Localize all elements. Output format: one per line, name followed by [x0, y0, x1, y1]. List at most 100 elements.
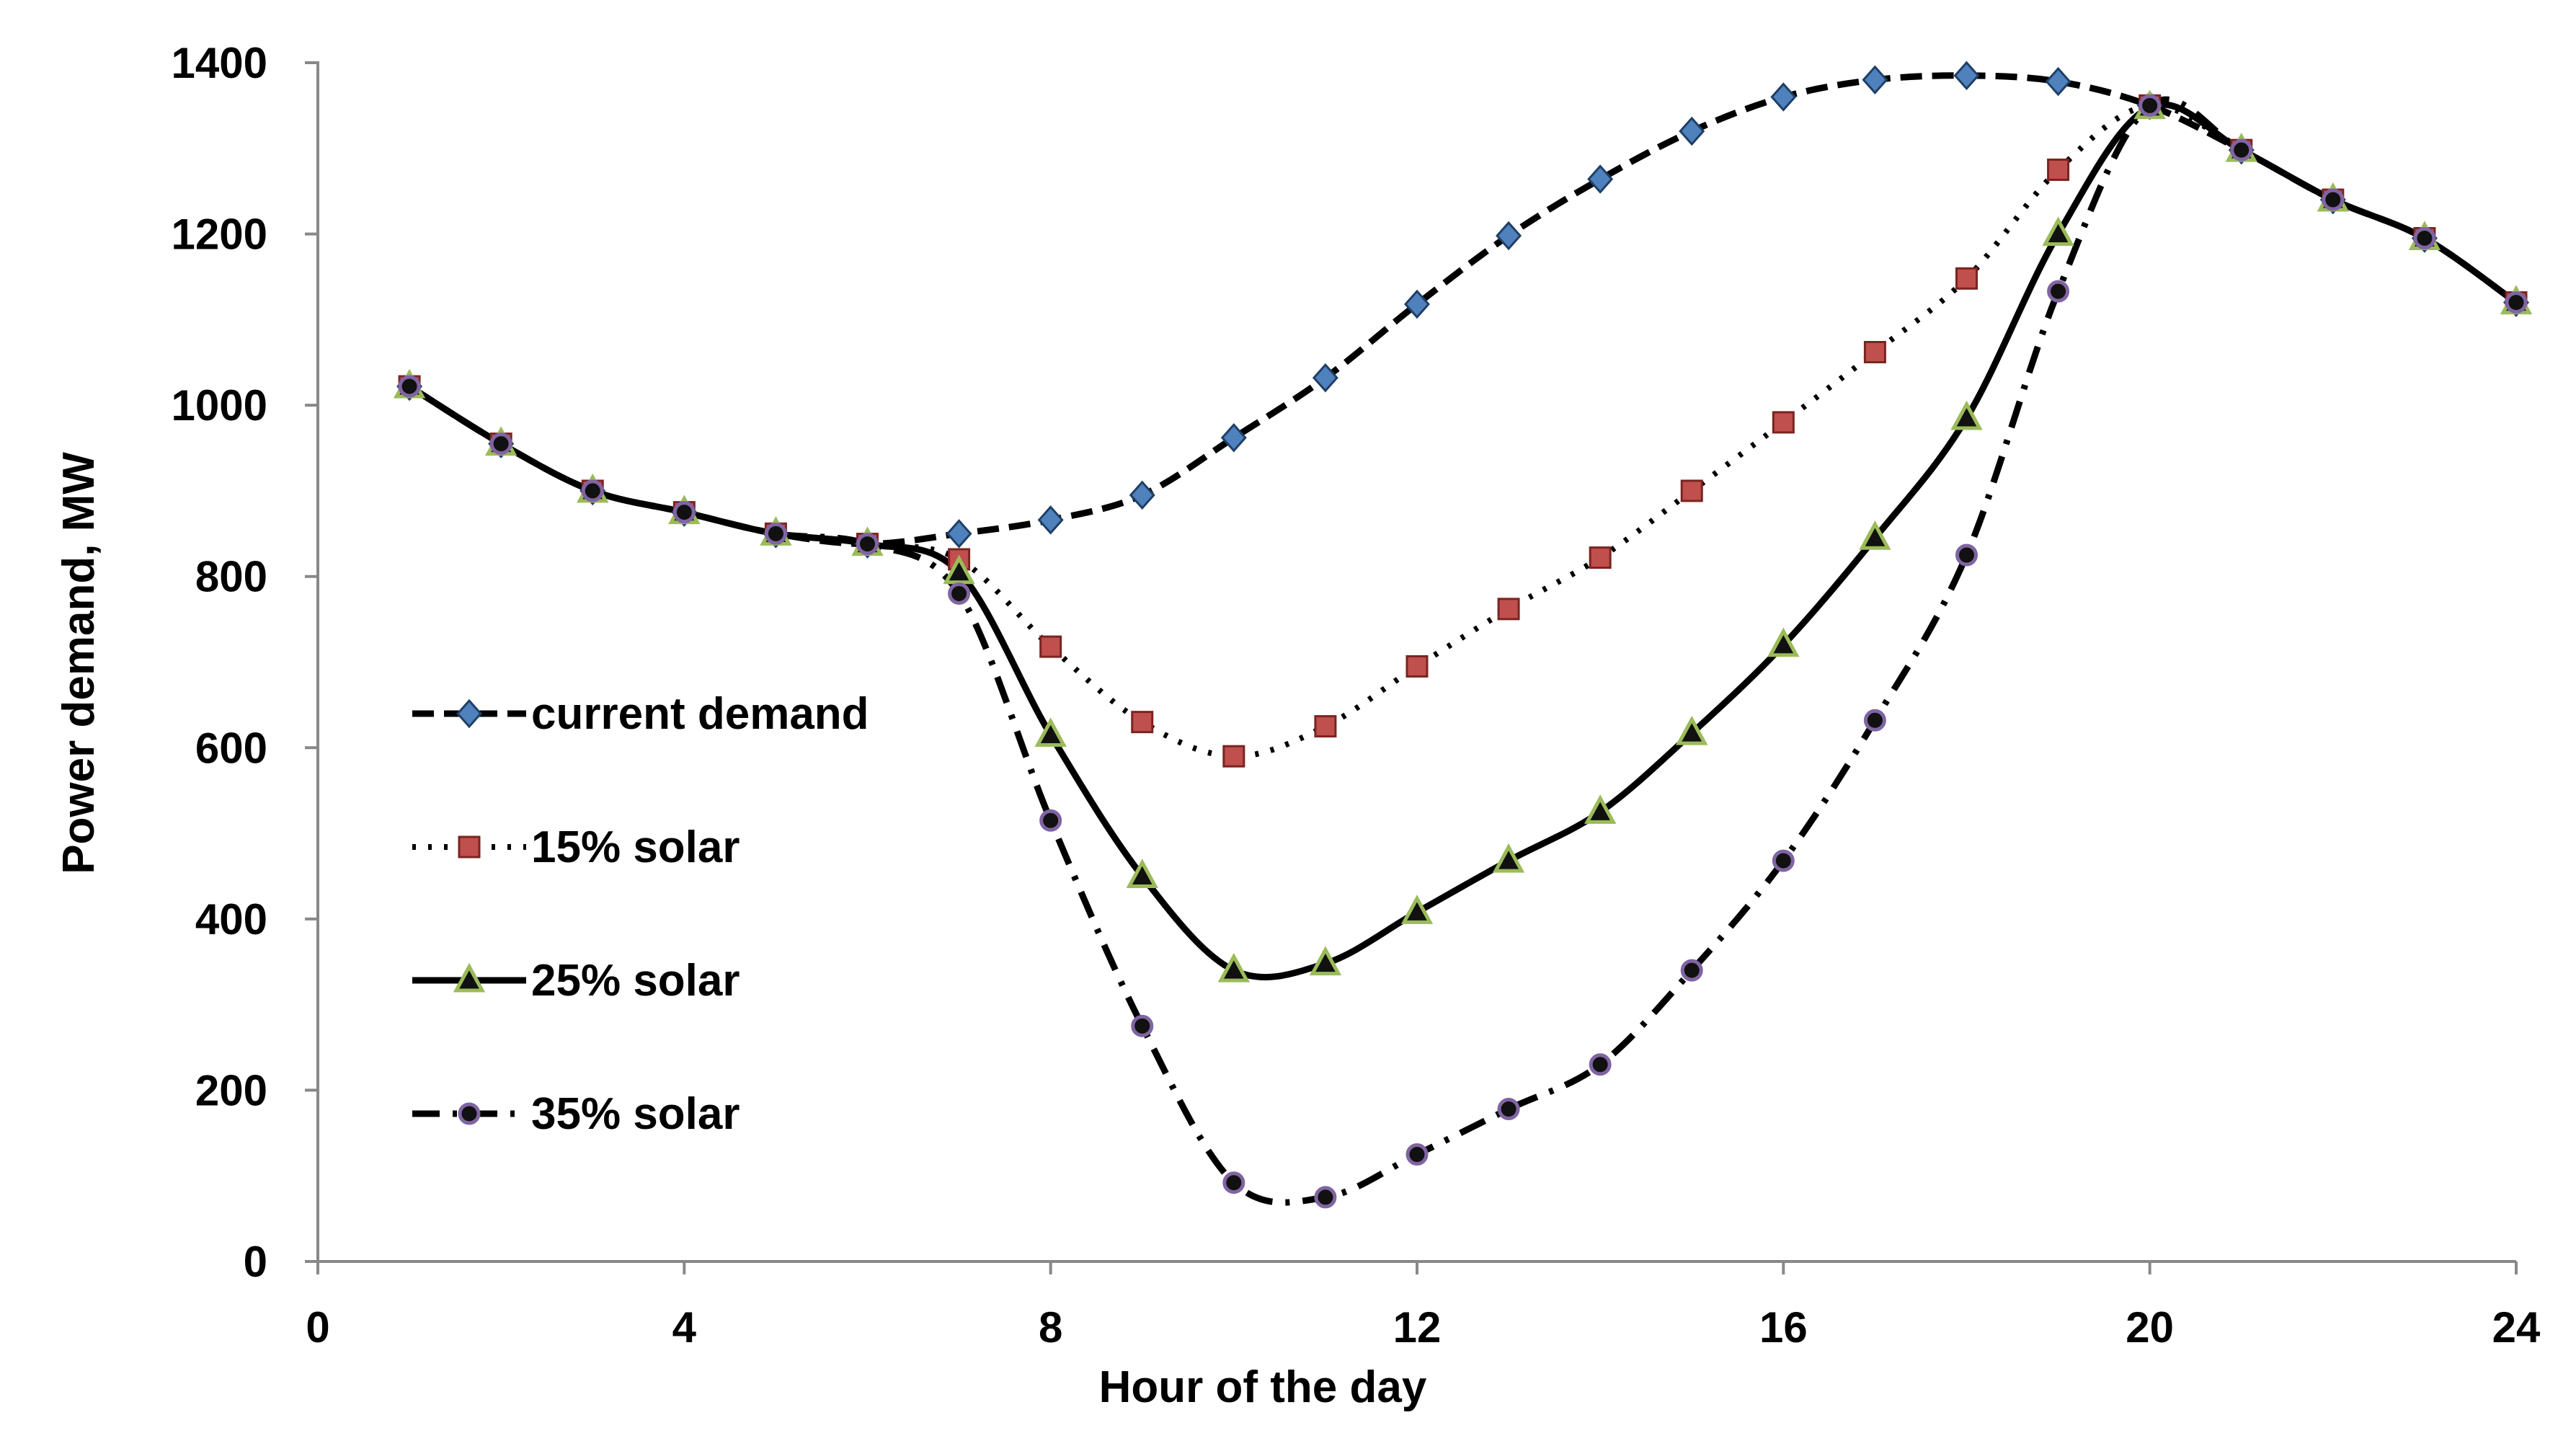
- data-point: [1862, 65, 1888, 95]
- data-point: [1222, 745, 1245, 768]
- data-point: [1314, 1186, 1337, 1209]
- data-point: [1403, 289, 1431, 319]
- data-point: [1314, 715, 1337, 738]
- data-point: [1589, 1053, 1612, 1076]
- data-point: [1131, 711, 1154, 734]
- data-point: [2138, 94, 2162, 117]
- data-point: [948, 582, 971, 605]
- data-point: [1217, 952, 1251, 983]
- data-point: [2230, 138, 2253, 161]
- data-point: [1131, 1014, 1154, 1037]
- data-point: [946, 519, 972, 549]
- data-point: [1034, 717, 1067, 747]
- data-point: [672, 501, 696, 524]
- series-lines: [407, 72, 2518, 1206]
- x-tick-label: 16: [1759, 1303, 1808, 1352]
- y-tick-label: 0: [244, 1238, 267, 1286]
- data-point: [1497, 598, 1520, 621]
- legend: current demand 15% solar 25% solar 35% sola…: [412, 689, 869, 1139]
- y-tick-label: 1200: [172, 210, 267, 259]
- data-point: [1492, 843, 1525, 873]
- data-point: [1039, 809, 1062, 832]
- data-point: [1220, 423, 1247, 453]
- data-point: [1680, 479, 1703, 502]
- x-tick-label: 4: [672, 1303, 697, 1352]
- data-point: [1405, 655, 1429, 678]
- y-tick-label: 400: [195, 895, 267, 944]
- data-point: [489, 433, 512, 456]
- legend-label: current demand: [531, 689, 869, 739]
- data-point: [1309, 946, 1342, 976]
- x-tick-label: 0: [306, 1303, 329, 1352]
- data-point: [1859, 520, 1891, 550]
- axes: [305, 61, 2518, 1274]
- data-point: [1496, 221, 1522, 251]
- y-axis-title: Power demand, MW: [54, 452, 104, 874]
- y-tick-label: 1000: [172, 381, 267, 430]
- legend-marker: [453, 962, 486, 993]
- legend-item: 25% solar: [412, 956, 740, 1006]
- series-line-1: [407, 72, 2518, 548]
- series-line-2: [407, 102, 2518, 760]
- legend-label: 15% solar: [531, 822, 740, 872]
- y-tick-label: 1400: [172, 39, 267, 87]
- data-point: [1767, 627, 1800, 657]
- y-tick-label: 600: [195, 724, 267, 772]
- data-point: [1497, 1098, 1520, 1121]
- y-tick-label: 200: [195, 1066, 267, 1114]
- data-point: [2045, 66, 2071, 97]
- data-point: [1037, 505, 1064, 535]
- data-point: [2505, 291, 2528, 314]
- data-point: [1863, 340, 1886, 363]
- x-tick-label: 20: [2126, 1303, 2174, 1352]
- x-axis-title: Hour of the day: [1099, 1362, 1427, 1412]
- data-point: [1955, 267, 1978, 290]
- data-point: [581, 479, 604, 502]
- data-point: [1312, 363, 1338, 393]
- data-point: [1679, 116, 1705, 146]
- data-point: [1222, 1171, 1245, 1194]
- data-point: [1772, 849, 1795, 872]
- data-point: [398, 375, 421, 398]
- data-point: [2413, 227, 2436, 250]
- data-point: [1680, 959, 1703, 982]
- legend-label: 25% solar: [531, 956, 740, 1006]
- x-tick-label: 12: [1393, 1303, 1442, 1352]
- data-point: [1863, 709, 1886, 732]
- legend-marker: [456, 698, 483, 729]
- data-point: [1589, 546, 1612, 569]
- data-point: [1770, 82, 1797, 112]
- data-point: [2047, 158, 2070, 181]
- data-point: [1039, 635, 1062, 658]
- data-point: [1400, 895, 1434, 924]
- data-point: [1950, 400, 1983, 430]
- data-point: [1953, 61, 1980, 91]
- legend-label: 35% solar: [531, 1089, 740, 1139]
- data-point: [1126, 859, 1158, 888]
- legend-marker: [458, 835, 481, 859]
- data-point: [1955, 544, 1978, 567]
- legend-item: 15% solar: [412, 822, 740, 872]
- data-point: [1587, 164, 1614, 194]
- legend-item: current demand: [412, 689, 869, 739]
- data-point: [2047, 280, 2070, 303]
- x-tick-label: 8: [1039, 1303, 1062, 1352]
- data-point: [1772, 411, 1795, 434]
- data-point: [764, 522, 787, 545]
- data-point: [1405, 1143, 1429, 1166]
- data-point: [856, 533, 879, 556]
- data-point: [2042, 216, 2074, 247]
- series-markers: [393, 61, 2533, 1209]
- data-point: [943, 554, 975, 585]
- x-tick-label: 24: [2492, 1303, 2541, 1352]
- legend-marker: [458, 1102, 481, 1125]
- data-point: [1676, 715, 1708, 745]
- data-point: [2322, 188, 2345, 211]
- data-point: [1584, 794, 1617, 824]
- data-point: [1129, 480, 1155, 510]
- y-tick-label: 800: [195, 553, 267, 601]
- tick-labels: 0 200 400 600 800 1000 1200 1400 0 4 8 12 16 20 24: [172, 39, 2541, 1352]
- series-line-4: [407, 96, 2518, 1206]
